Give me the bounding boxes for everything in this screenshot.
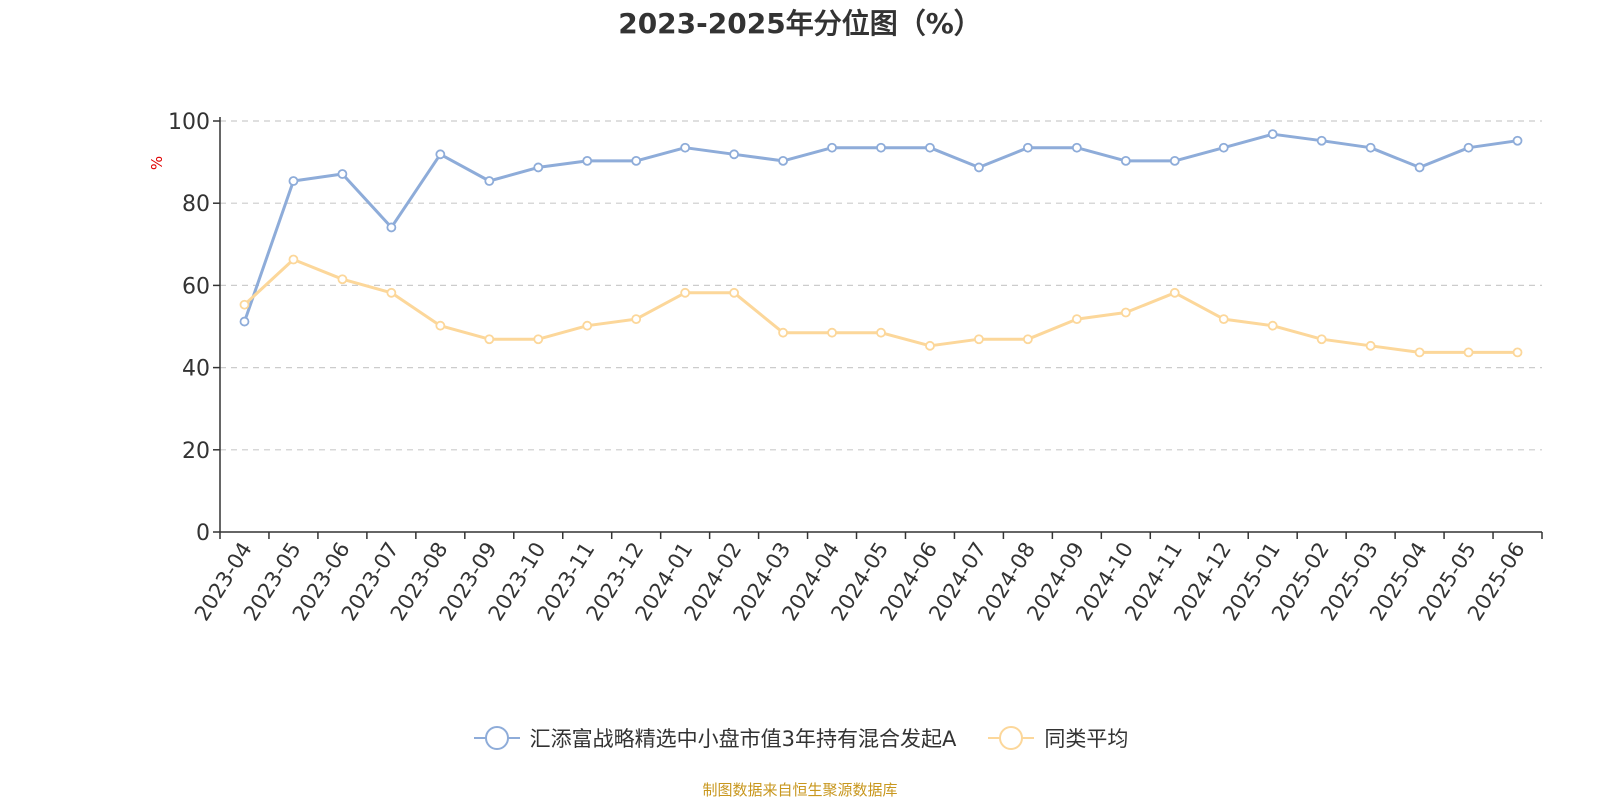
series-1-point	[1414, 347, 1425, 358]
series-1-point	[1365, 340, 1376, 351]
legend-item-fund[interactable]: 汇添富战略精选中小盘市值3年持有混合发起A	[472, 723, 957, 753]
y-tick-label: 20	[182, 439, 210, 464]
series-1-point	[631, 314, 642, 325]
series-1-point	[435, 320, 446, 331]
series-1-point	[1512, 347, 1523, 358]
axes	[213, 117, 1543, 539]
series-0-point	[925, 142, 935, 153]
grid-lines	[220, 120, 1542, 451]
series-0-point	[876, 142, 886, 153]
series-0-point	[974, 162, 984, 173]
series-0-point	[533, 162, 544, 173]
series-1-point	[386, 287, 397, 298]
series-0-point	[729, 149, 740, 160]
series-0-point	[1365, 142, 1376, 153]
series-1-point	[239, 299, 250, 310]
y-tick-label: 60	[182, 274, 210, 299]
series-0-point	[484, 176, 495, 186]
y-tick-label: 0	[196, 521, 210, 546]
series-1-point	[337, 274, 348, 285]
series-0-point	[631, 155, 642, 166]
series-1-point	[1022, 334, 1033, 345]
series-line-0	[243, 132, 1518, 323]
series-1-point	[974, 334, 984, 345]
source-footer: 制图数据来自恒生聚源数据库	[702, 781, 898, 799]
series-0-point	[1414, 162, 1425, 173]
chart-title: 2023-2025年分位图（%）	[618, 7, 982, 40]
legend-peer-marker-icon	[988, 726, 1035, 750]
series-1-point	[484, 334, 495, 345]
y-axis-unit-label: %	[148, 156, 166, 170]
series-0-point	[1120, 155, 1131, 166]
legend-label-peer: 同类平均	[1044, 727, 1129, 751]
series-1-point	[533, 334, 544, 345]
series-0-point	[239, 316, 250, 327]
series-1-point	[1316, 334, 1327, 345]
series-0-point	[1022, 142, 1033, 153]
series-0-point	[337, 169, 348, 179]
series-1-point	[1267, 320, 1278, 331]
series-1-point	[1169, 287, 1180, 298]
series-0-point	[1169, 155, 1180, 166]
series-0-point	[582, 155, 593, 166]
series-1-point	[288, 254, 299, 265]
series-1-point	[1218, 314, 1229, 325]
series-1-point	[778, 327, 788, 338]
series-0-point	[435, 149, 446, 160]
series-0-point	[1316, 135, 1327, 146]
y-tick-label: 80	[182, 192, 210, 217]
series-0-point	[1512, 135, 1523, 146]
legend: 汇添富战略精选中小盘市值3年持有混合发起A 同类平均	[0, 722, 1600, 754]
series-1-point	[1463, 347, 1474, 358]
series-line-1	[243, 258, 1518, 354]
series-0-point	[778, 155, 788, 166]
series-1-point	[582, 320, 593, 331]
series-lines	[239, 129, 1523, 358]
series-1-point	[729, 287, 740, 298]
series-1-point	[876, 327, 886, 338]
series-0-point	[827, 142, 837, 153]
series-1-point	[1071, 314, 1082, 325]
series-0-point	[1463, 142, 1474, 153]
series-1-point	[680, 287, 691, 298]
series-1-point	[827, 327, 837, 338]
series-1-point	[925, 340, 935, 351]
series-0-point	[1071, 142, 1082, 153]
legend-label-fund: 汇添富战略精选中小盘市值3年持有混合发起A	[529, 727, 957, 751]
series-1-point	[1120, 307, 1131, 318]
y-tick-label: 40	[182, 357, 210, 382]
series-0-point	[386, 222, 397, 233]
series-0-point	[288, 176, 299, 186]
y-tick-label: 100	[168, 110, 210, 135]
legend-item-peer[interactable]: 同类平均	[986, 723, 1128, 753]
series-0-point	[680, 142, 691, 153]
legend-fund-marker-icon	[473, 726, 520, 750]
series-0-point	[1267, 129, 1278, 140]
series-0-point	[1218, 142, 1229, 153]
